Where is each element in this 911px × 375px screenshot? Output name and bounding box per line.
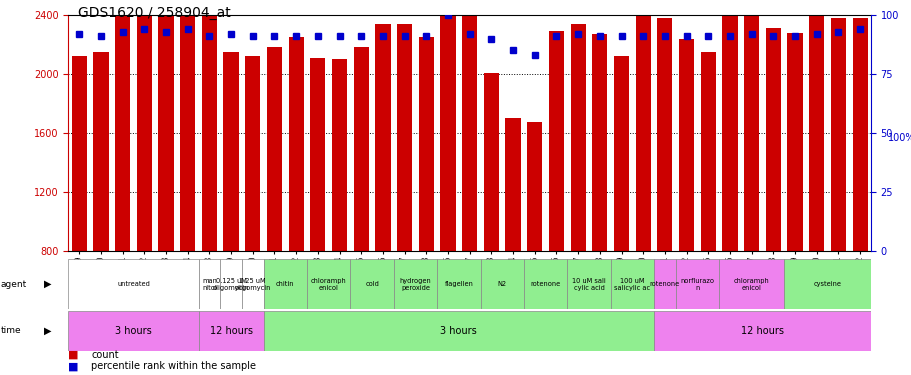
Bar xyxy=(223,52,239,251)
Bar xyxy=(288,37,303,251)
Bar xyxy=(418,37,434,251)
Bar xyxy=(657,18,671,251)
Bar xyxy=(241,259,263,309)
Text: 10 uM sali
cylic acid: 10 uM sali cylic acid xyxy=(571,278,605,291)
Bar xyxy=(332,59,347,251)
Bar xyxy=(263,259,307,309)
Bar xyxy=(610,259,653,309)
Text: cold: cold xyxy=(364,281,379,287)
Bar xyxy=(199,259,220,309)
Text: 12 hours: 12 hours xyxy=(741,326,783,336)
Bar xyxy=(263,311,653,351)
Bar xyxy=(570,24,585,251)
Bar xyxy=(72,56,87,251)
Text: rotenone: rotenone xyxy=(649,281,680,287)
Bar xyxy=(201,15,217,251)
Bar xyxy=(440,0,456,251)
Text: count: count xyxy=(91,350,118,360)
Bar xyxy=(505,118,520,251)
Text: norflurazo
n: norflurazo n xyxy=(680,278,713,291)
Text: ■: ■ xyxy=(68,361,79,371)
Bar xyxy=(675,259,719,309)
Bar xyxy=(852,18,866,251)
Text: time: time xyxy=(1,326,22,335)
Bar xyxy=(115,8,130,251)
Text: percentile rank within the sample: percentile rank within the sample xyxy=(91,361,256,371)
Text: 3 hours: 3 hours xyxy=(440,326,476,336)
Text: ▶: ▶ xyxy=(44,279,51,289)
Bar xyxy=(159,0,173,251)
Bar xyxy=(700,52,715,251)
Bar xyxy=(786,33,802,251)
Bar xyxy=(68,311,199,351)
Text: hydrogen
peroxide: hydrogen peroxide xyxy=(399,278,431,291)
Bar xyxy=(436,259,480,309)
Text: ■: ■ xyxy=(68,350,79,360)
Bar xyxy=(220,259,241,309)
Text: 100 uM
salicylic ac: 100 uM salicylic ac xyxy=(614,278,650,291)
Bar xyxy=(719,259,783,309)
Bar xyxy=(830,18,845,251)
Y-axis label: 100%: 100% xyxy=(887,133,911,143)
Bar xyxy=(137,0,152,251)
Bar xyxy=(783,259,870,309)
Text: 1.25 uM
oligomycin: 1.25 uM oligomycin xyxy=(234,278,271,291)
Bar xyxy=(679,39,693,251)
Text: ▶: ▶ xyxy=(44,326,51,336)
Bar xyxy=(743,12,759,251)
Bar xyxy=(653,259,675,309)
Bar xyxy=(307,259,350,309)
Bar xyxy=(462,0,476,251)
Text: untreated: untreated xyxy=(117,281,149,287)
Text: chitin: chitin xyxy=(276,281,294,287)
Bar xyxy=(527,122,542,251)
Bar xyxy=(567,259,610,309)
Bar xyxy=(310,58,325,251)
Text: 3 hours: 3 hours xyxy=(115,326,151,336)
Bar xyxy=(353,48,368,251)
Text: cysteine: cysteine xyxy=(813,281,841,287)
Text: GDS1620 / 258904_at: GDS1620 / 258904_at xyxy=(77,6,230,20)
Bar xyxy=(480,259,523,309)
Text: agent: agent xyxy=(1,280,27,289)
Bar xyxy=(179,0,195,251)
Bar xyxy=(523,259,567,309)
Text: flagellen: flagellen xyxy=(444,281,473,287)
Text: chloramph
enicol: chloramph enicol xyxy=(733,278,769,291)
Bar xyxy=(653,311,870,351)
Bar xyxy=(722,3,737,251)
Text: chloramph
enicol: chloramph enicol xyxy=(311,278,346,291)
Bar xyxy=(635,15,650,251)
Text: 12 hours: 12 hours xyxy=(210,326,252,336)
Bar xyxy=(93,52,108,251)
Text: man
nitol: man nitol xyxy=(201,278,217,291)
Text: 0.125 uM
oligomycin: 0.125 uM oligomycin xyxy=(212,278,249,291)
Bar xyxy=(199,311,263,351)
Bar xyxy=(267,48,281,251)
Bar xyxy=(245,56,260,251)
Bar xyxy=(375,24,390,251)
Bar xyxy=(68,259,199,309)
Bar xyxy=(765,28,780,251)
Text: N2: N2 xyxy=(497,281,507,287)
Bar xyxy=(396,24,412,251)
Bar xyxy=(394,259,436,309)
Bar xyxy=(808,15,824,251)
Bar xyxy=(350,259,394,309)
Bar xyxy=(548,31,563,251)
Bar xyxy=(591,34,607,251)
Bar xyxy=(613,56,629,251)
Bar xyxy=(483,73,498,251)
Text: rotenone: rotenone xyxy=(530,281,560,287)
